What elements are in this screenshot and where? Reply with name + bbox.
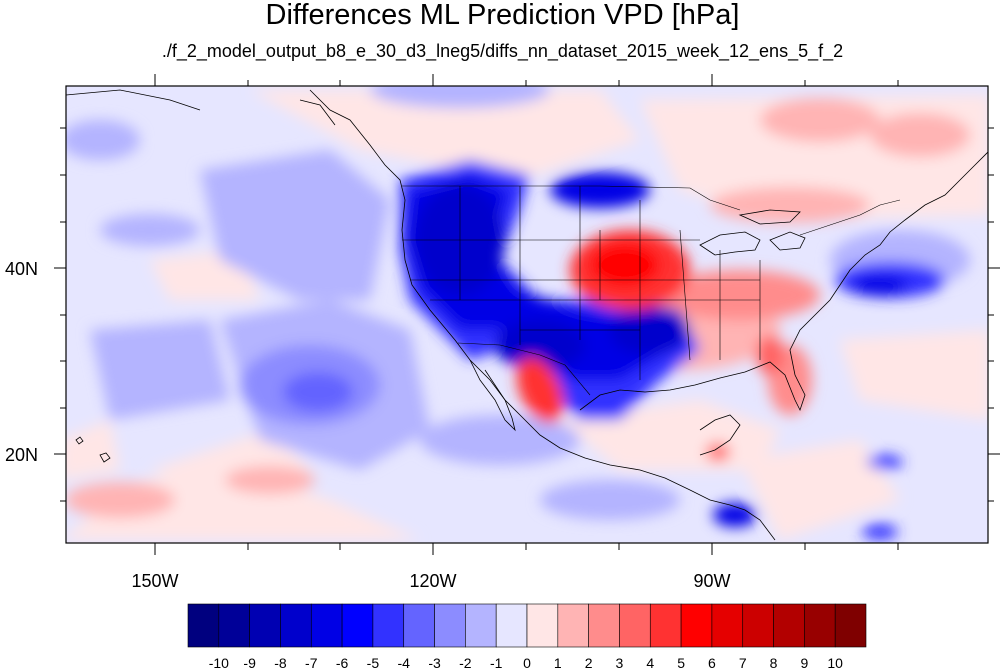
axis-ticks	[54, 74, 1000, 555]
colorbar-swatch	[680, 603, 713, 648]
colorbar-swatch	[465, 603, 497, 648]
colorbar-swatch	[526, 603, 559, 648]
map-title: Differences ML Prediction VPD [hPa]	[265, 0, 740, 31]
colorbar-swatch	[834, 603, 867, 648]
colorbar-label: -2	[459, 655, 472, 671]
country-borders	[402, 185, 901, 396]
map-plot-area	[66, 86, 988, 543]
colorbar-label: 1	[554, 655, 562, 671]
colorbar-label: -5	[367, 655, 380, 671]
colorbar-label: -3	[428, 655, 441, 671]
colorbar-swatch	[742, 603, 774, 648]
colorbar-swatch	[649, 603, 682, 648]
colorbar-swatch	[557, 603, 589, 648]
colorbar-label: -6	[336, 655, 349, 671]
map-subtitle: ./f_2_model_output_b8_e_30_d3_lneg5/diff…	[161, 41, 844, 61]
colorbar-swatch	[619, 603, 651, 648]
colorbar-label: -4	[398, 655, 411, 671]
colorbar-swatch	[588, 603, 620, 648]
colorbar-label: -9	[243, 655, 256, 671]
lat-tick-label: 40N	[5, 259, 38, 279]
lon-tick-labels: 150W 120W 90W	[131, 571, 730, 591]
colorbar-label: -1	[490, 655, 503, 671]
colorbar-swatch	[218, 603, 250, 648]
colorbar-label: 8	[770, 655, 778, 671]
difference-field	[66, 86, 988, 540]
colorbar-label: -8	[274, 655, 287, 671]
colorbar-swatch	[372, 603, 405, 648]
coastlines	[66, 89, 988, 541]
colorbar-swatch	[249, 603, 281, 648]
colorbar-label: 10	[827, 655, 843, 671]
colorbar-swatch	[280, 603, 312, 648]
colorbar-swatch	[434, 603, 466, 648]
colorbar-label: 0	[523, 655, 531, 671]
colorbar-swatch	[403, 603, 435, 648]
colorbar-swatch	[495, 603, 528, 648]
colorbar-label: 6	[708, 655, 716, 671]
colorbar-swatch	[310, 603, 343, 648]
colorbar-label: 3	[616, 655, 624, 671]
colorbar-swatch	[773, 603, 805, 648]
colorbar-swatch	[187, 603, 220, 648]
colorbar-label: 4	[646, 655, 654, 671]
colorbar-swatch	[711, 603, 744, 648]
colorbar-swatch	[341, 603, 374, 648]
lat-tick-labels: 40N 20N	[5, 259, 38, 465]
lon-tick-label: 120W	[409, 571, 456, 591]
lon-tick-label: 90W	[693, 571, 730, 591]
colorbar-label: 9	[800, 655, 808, 671]
lon-tick-label: 150W	[131, 571, 178, 591]
colorbar	[187, 603, 867, 648]
colorbar-label: -10	[209, 655, 229, 671]
colorbar-label: -7	[305, 655, 318, 671]
colorbar-label: 5	[677, 655, 685, 671]
colorbar-swatch	[804, 603, 836, 648]
colorbar-label: 2	[585, 655, 593, 671]
colorbar-label: 7	[739, 655, 747, 671]
lat-tick-label: 20N	[5, 445, 38, 465]
colorbar-labels: -10 -9 -8 -7 -6 -5 -4 -3 -2 -1 0 1 2 3 4 5 6 7 8 9 10	[209, 655, 843, 671]
